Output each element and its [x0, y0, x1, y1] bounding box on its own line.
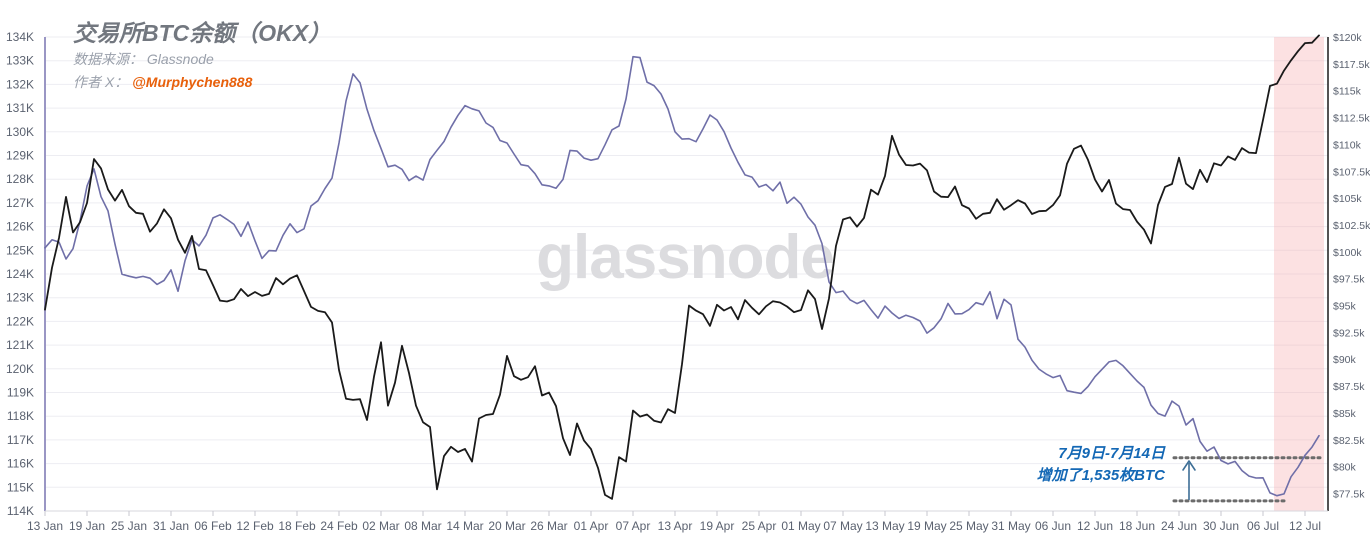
svg-text:134K: 134K [6, 30, 34, 44]
svg-text:119K: 119K [7, 386, 34, 400]
svg-text:118K: 118K [7, 409, 34, 423]
svg-text:02 Mar: 02 Mar [362, 519, 399, 533]
svg-text:116K: 116K [7, 457, 34, 471]
svg-text:128K: 128K [6, 172, 34, 186]
svg-text:133K: 133K [6, 54, 34, 68]
svg-text:125K: 125K [6, 243, 34, 257]
svg-text:117K: 117K [7, 433, 34, 447]
svg-text:26 Mar: 26 Mar [530, 519, 567, 533]
svg-text:132K: 132K [6, 77, 34, 91]
svg-text:$97.5k: $97.5k [1333, 274, 1365, 286]
svg-text:18 Feb: 18 Feb [278, 519, 316, 533]
svg-text:12 Jun: 12 Jun [1077, 519, 1113, 533]
svg-text:12 Jul: 12 Jul [1289, 519, 1321, 533]
svg-text:06 Jul: 06 Jul [1247, 519, 1279, 533]
svg-text:129K: 129K [6, 149, 34, 163]
svg-text:$120k: $120k [1333, 32, 1362, 44]
svg-text:$95k: $95k [1333, 301, 1357, 313]
svg-text:25 Apr: 25 Apr [742, 519, 777, 533]
svg-text:122K: 122K [6, 314, 34, 328]
svg-text:$112.5k: $112.5k [1333, 113, 1370, 125]
svg-text:120K: 120K [6, 362, 34, 376]
svg-text:115K: 115K [7, 480, 34, 494]
svg-text:127K: 127K [6, 196, 34, 210]
svg-text:31 May: 31 May [991, 519, 1030, 533]
svg-text:glassnode: glassnode [536, 223, 834, 292]
svg-text:25 May: 25 May [949, 519, 988, 533]
svg-text:19 Jan: 19 Jan [69, 519, 105, 533]
svg-text:01 Apr: 01 Apr [574, 519, 609, 533]
svg-text:$77.5k: $77.5k [1333, 489, 1365, 501]
svg-text:123K: 123K [6, 291, 34, 305]
svg-text:124K: 124K [6, 267, 34, 281]
svg-text:18 Jun: 18 Jun [1119, 519, 1155, 533]
svg-text:01 May: 01 May [781, 519, 820, 533]
svg-text:$82.5k: $82.5k [1333, 435, 1365, 447]
svg-text:$110k: $110k [1333, 139, 1362, 151]
svg-text:06 Jun: 06 Jun [1035, 519, 1071, 533]
svg-text:19 May: 19 May [907, 519, 946, 533]
svg-text:25 Jan: 25 Jan [111, 519, 147, 533]
svg-text:$105k: $105k [1333, 193, 1362, 205]
svg-text:$87.5k: $87.5k [1333, 381, 1365, 393]
svg-text:13 May: 13 May [865, 519, 904, 533]
svg-text:31 Jan: 31 Jan [153, 519, 189, 533]
svg-text:06 Feb: 06 Feb [194, 519, 232, 533]
svg-text:$92.5k: $92.5k [1333, 327, 1365, 339]
svg-text:07 Apr: 07 Apr [616, 519, 651, 533]
svg-text:$102.5k: $102.5k [1333, 220, 1370, 232]
svg-text:13 Apr: 13 Apr [658, 519, 693, 533]
svg-text:12 Feb: 12 Feb [236, 519, 274, 533]
svg-text:07 May: 07 May [823, 519, 862, 533]
svg-text:14 Mar: 14 Mar [446, 519, 483, 533]
svg-text:130K: 130K [6, 125, 34, 139]
svg-text:131K: 131K [6, 101, 34, 115]
svg-text:24 Jun: 24 Jun [1161, 519, 1197, 533]
svg-text:19 Apr: 19 Apr [700, 519, 735, 533]
svg-text:$100k: $100k [1333, 247, 1362, 259]
svg-text:08 Mar: 08 Mar [404, 519, 441, 533]
svg-text:121K: 121K [6, 338, 34, 352]
svg-text:$117.5k: $117.5k [1333, 59, 1370, 71]
svg-text:114K: 114K [7, 504, 34, 518]
svg-text:$90k: $90k [1333, 354, 1357, 366]
svg-text:$107.5k: $107.5k [1333, 166, 1370, 178]
svg-text:20 Mar: 20 Mar [488, 519, 525, 533]
svg-text:$80k: $80k [1333, 462, 1357, 474]
svg-text:$115k: $115k [1333, 86, 1362, 98]
svg-text:30 Jun: 30 Jun [1203, 519, 1239, 533]
svg-text:$85k: $85k [1333, 408, 1357, 420]
svg-text:126K: 126K [6, 220, 34, 234]
svg-text:13 Jan: 13 Jan [27, 519, 63, 533]
svg-text:24 Feb: 24 Feb [320, 519, 358, 533]
